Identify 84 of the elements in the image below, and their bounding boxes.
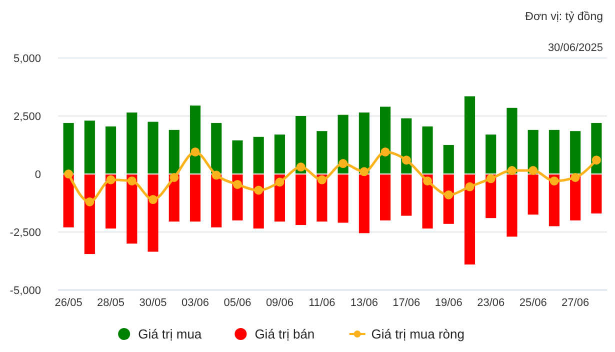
y-tick-label: 5,000 [13,53,41,65]
point [212,170,221,180]
point [85,197,94,206]
bar [380,174,391,220]
x-tick-label: 13/06 [350,297,378,309]
bar [358,112,370,174]
bar [316,131,328,174]
y-tick-label: 2,500 [13,111,41,123]
bar [211,122,222,174]
bar [506,174,518,237]
point [528,166,538,176]
bar [422,126,433,174]
bar [486,134,496,174]
point [232,180,242,189]
y-tick-label: -5,000 [10,285,41,297]
y-tick-label: -2,500 [10,227,41,239]
chart-subtitle: 30/06/2025 [548,42,603,54]
bar [63,174,74,228]
point [592,156,601,165]
x-tick-label: 25/06 [519,297,547,309]
point [170,172,179,182]
bar [296,174,306,226]
point [507,166,516,176]
x-tick-label: 05/06 [224,297,252,309]
bar [84,120,95,174]
x-tick-label: 30/05 [139,297,167,309]
bar [401,174,412,216]
bar [148,122,158,174]
point [486,174,496,184]
bar [106,126,116,174]
bar [190,106,201,174]
point [402,156,411,165]
point [296,162,306,172]
bar [528,174,538,215]
y-tick-label: 0 [34,169,41,181]
bar [253,136,264,174]
point [127,176,136,186]
point [465,182,474,192]
x-tick-label: 27/06 [562,297,590,309]
legend-label: Giá trị bán [254,326,315,342]
bar [464,96,476,174]
bar [190,174,201,222]
point [190,147,200,156]
x-tick-label: 17/06 [392,297,420,309]
bar [63,122,74,174]
bar [548,130,560,174]
bar [591,174,602,214]
point [570,172,580,182]
x-tick-label: 23/06 [477,297,505,309]
bar [358,174,370,234]
bar [148,174,158,252]
point [106,175,116,184]
x-tick-label: 28/05 [97,297,125,309]
point [360,167,369,176]
x-tick-label: 09/06 [266,297,294,309]
bar [84,174,95,254]
x-tick-label: 19/06 [434,297,462,309]
x-tick-label: 11/06 [308,297,336,309]
point [423,176,432,186]
bar [211,174,222,228]
point [550,176,559,186]
bar [570,131,581,174]
x-tick-label: 26/05 [54,297,82,309]
bar [464,174,476,264]
point [275,178,284,187]
point [444,190,454,200]
point [380,147,390,156]
bar [274,134,285,174]
x-tick-label: 03/06 [181,297,210,309]
chart-title: Đơn vị: tỷ đồng [525,11,603,23]
bar [232,140,243,174]
bar [168,130,180,174]
bar [126,112,138,174]
point [254,186,264,195]
point [148,195,158,204]
legend-label: Giá trị mua ròng [371,326,465,342]
point [338,159,348,168]
bar [506,108,518,174]
legend-label: Giá trị mua [138,326,202,342]
bar [338,174,348,223]
point [64,170,74,178]
bar [443,145,454,174]
point [317,175,326,184]
bar [126,174,138,244]
